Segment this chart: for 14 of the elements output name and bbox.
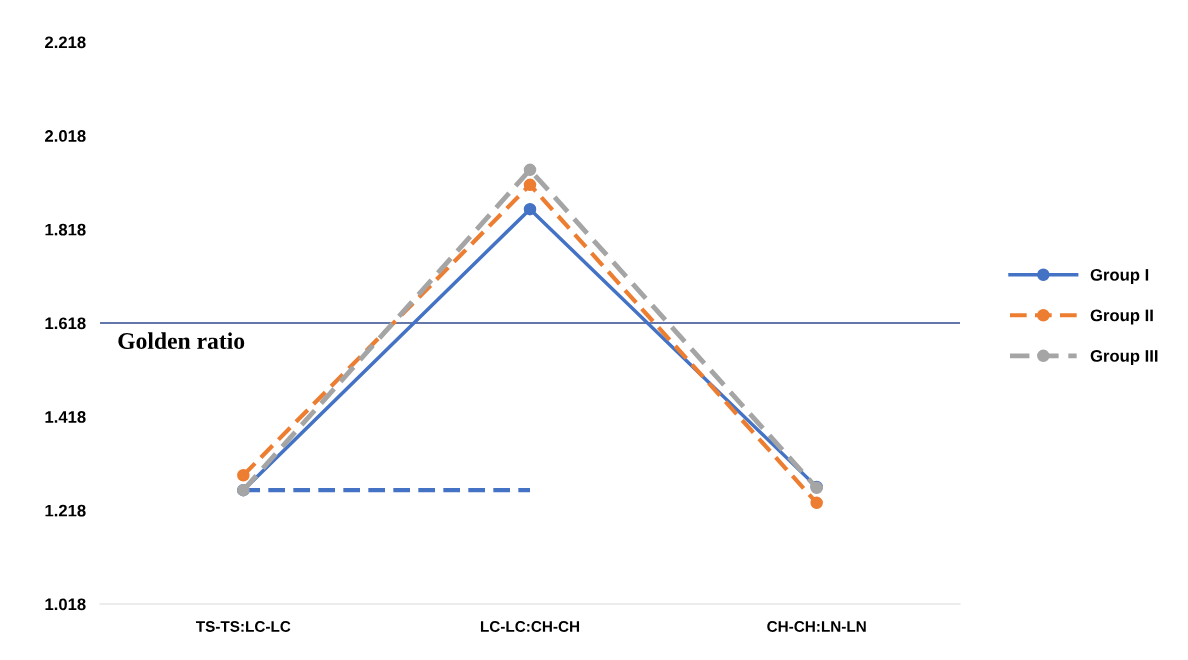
y-tick-label: 1.218 <box>45 504 86 517</box>
y-tick-label: 2.018 <box>45 130 86 142</box>
ref-line-label: Golden ratio <box>118 332 245 349</box>
y-tick-label: 2.218 <box>45 36 86 49</box>
y-tick-label: 1.018 <box>45 598 86 611</box>
legend-label: Group III <box>1090 350 1158 366</box>
x-tick-label: LC-LC:CH-CH <box>480 621 580 632</box>
x-tick-label: CH-CH:LN-LN <box>767 621 866 632</box>
legend-label: Group I <box>1090 268 1149 285</box>
y-tick-label: 1.818 <box>45 223 86 236</box>
y-tick-label: 1.418 <box>45 411 86 423</box>
legend-label: Group II <box>1090 309 1153 325</box>
y-tick-label: 1.618 <box>45 317 86 330</box>
x-tick-label: TS-TS:LC-LC <box>195 621 291 632</box>
